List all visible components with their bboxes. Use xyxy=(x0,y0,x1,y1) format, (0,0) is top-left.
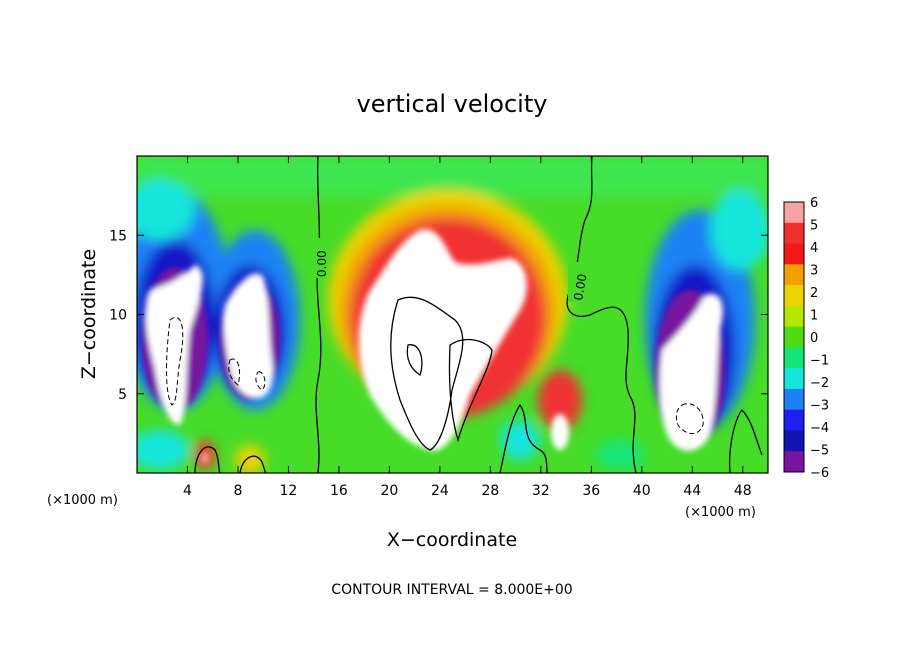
x-tick-label: 28 xyxy=(481,483,499,499)
contour-label-bg xyxy=(568,262,584,302)
field-strong xyxy=(142,229,725,464)
bottom-contour-1 xyxy=(194,446,221,473)
colorbar-swatch xyxy=(784,430,804,452)
negative-contours xyxy=(166,317,704,435)
inner-contour-1 xyxy=(390,296,464,451)
contour-label-group: 0.00 0.00 xyxy=(311,238,590,302)
colorbar-swatch xyxy=(784,285,804,307)
contour-interval-note: CONTOUR INTERVAL = 8.000E+00 xyxy=(331,582,572,598)
colorbar-label: 1 xyxy=(810,309,818,324)
x-tick-label: 48 xyxy=(734,483,752,499)
x-axis-ticks: 4 8 12 16 20 24 28 32 36 40 44 48 xyxy=(183,156,752,499)
inner-contour-3 xyxy=(406,344,423,376)
bottom-contour-3 xyxy=(499,403,549,473)
x-tick-label: 20 xyxy=(380,483,398,499)
colorbar-label: −1 xyxy=(810,354,829,369)
zero-contour-left xyxy=(315,156,322,473)
x-unit-left: (×1000 m) xyxy=(47,493,118,508)
x-tick-label: 16 xyxy=(330,483,348,499)
colorbar-swatch xyxy=(784,451,804,473)
colorbar-frame xyxy=(783,201,805,473)
colorbar-swatch xyxy=(784,202,804,224)
y-axis-ticks: 5 10 15 xyxy=(109,228,768,403)
x-tick-label: 24 xyxy=(431,483,449,499)
colorbar: 6 5 4 3 2 1 0 −1 −2 −3 −4 −5 −6 xyxy=(783,196,829,481)
colorbar-swatch xyxy=(784,264,804,286)
y-tick-label: 10 xyxy=(109,308,127,324)
x-axis-label: X−coordinate xyxy=(387,529,517,551)
zero-contour-right xyxy=(566,156,637,473)
x-tick-label: 12 xyxy=(280,483,298,499)
colorbar-label: −4 xyxy=(810,421,829,436)
x-tick-label: 32 xyxy=(532,483,550,499)
x-tick-label: 40 xyxy=(633,483,651,499)
x-tick-label: 36 xyxy=(582,483,600,499)
colorbar-swatch xyxy=(784,409,804,431)
plot-area xyxy=(137,156,768,473)
colorbar-swatch xyxy=(784,326,804,348)
x-unit-right: (×1000 m) xyxy=(685,505,756,520)
colorbar-swatch xyxy=(784,222,804,245)
colorbar-swatch xyxy=(784,347,804,369)
y-tick-label: 5 xyxy=(118,387,127,403)
colorbar-label: 2 xyxy=(810,286,818,301)
colorbar-label: −3 xyxy=(810,399,829,414)
bottom-contour-2 xyxy=(239,455,267,473)
colorbar-label: −5 xyxy=(810,444,829,459)
contour-label-left: 0.00 xyxy=(315,250,329,277)
x-tick-label: 4 xyxy=(183,483,192,499)
colorbar-label: 0 xyxy=(810,331,818,346)
colorbar-swatch xyxy=(784,243,804,265)
colorbar-swatch xyxy=(784,305,804,328)
colorbar-label: 4 xyxy=(810,241,818,256)
colorbar-label: 6 xyxy=(810,196,818,211)
chart-title: vertical velocity xyxy=(357,90,548,118)
colorbar-label: −2 xyxy=(810,376,829,391)
contour-lines xyxy=(194,156,763,473)
bottom-contour-4 xyxy=(728,409,763,473)
y-axis-label: Z−coordinate xyxy=(78,249,100,379)
colorbar-label: −6 xyxy=(810,466,829,481)
contour-label-right: 0.00 xyxy=(571,273,589,302)
colorbar-swatch xyxy=(784,368,804,390)
contour-label-bg xyxy=(311,238,327,278)
colorbar-swatch xyxy=(784,388,804,411)
x-tick-label: 8 xyxy=(233,483,242,499)
y-tick-label: 15 xyxy=(109,228,127,244)
colorbar-label: 3 xyxy=(810,264,818,279)
colorbar-label: 5 xyxy=(810,219,818,234)
x-tick-label: 44 xyxy=(683,483,701,499)
inner-contour-2 xyxy=(448,338,493,443)
